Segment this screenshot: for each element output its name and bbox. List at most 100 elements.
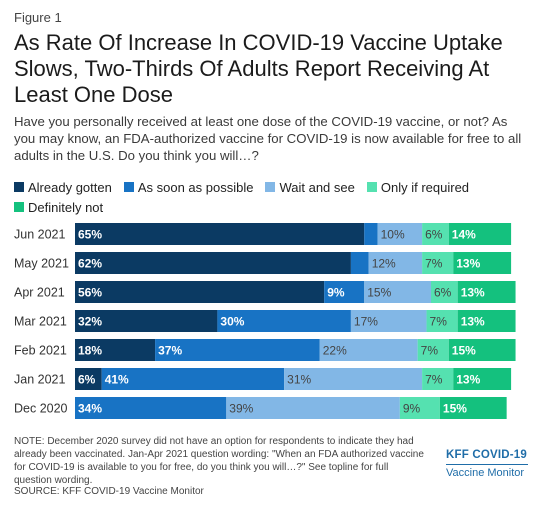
legend-label: Only if required [380,179,470,195]
data-label-definitely-not-apr-2021: 13% [461,286,485,300]
category-label-feb-2021: Feb 2021 [14,344,67,358]
category-label-may-2021: May 2021 [14,257,69,271]
legend-label: Definitely not [28,199,104,215]
legend-row-2: Definitely not [14,198,529,216]
data-label-only-if-required-feb-2021: 7% [421,344,439,358]
category-label-jan-2021: Jan 2021 [14,373,65,387]
logo-line-1: KFF COVID-19 [446,449,527,461]
bar-segment-wait-and-see-dec-2020 [226,397,400,419]
data-label-as-soon-as-possible-apr-2021: 9% [327,286,345,300]
bar-segment-definitely-not-jun-2021 [448,223,512,245]
logo-line-2: Vaccine Monitor [446,467,525,479]
bar-segment-definitely-not-jan-2021 [453,368,512,390]
legend-swatch [14,182,24,192]
category-label-apr-2021: Apr 2021 [14,286,65,300]
legend-swatch [366,182,377,192]
legend-label: Wait and see [279,179,355,195]
bar-segment-as-soon-as-possible-feb-2021 [155,339,320,361]
bar-segment-only-if-required-feb-2021 [417,339,449,361]
bar-segment-only-if-required-may-2021 [422,252,454,274]
category-label-mar-2021: Mar 2021 [14,315,67,329]
data-label-definitely-not-may-2021: 13% [456,257,480,271]
bar-segment-already-gotten-may-2021 [75,252,351,274]
bar-segment-wait-and-see-feb-2021 [319,339,418,361]
bar-segment-as-soon-as-possible-may-2021 [350,252,369,274]
data-label-only-if-required-mar-2021: 7% [430,315,448,329]
data-label-only-if-required-jan-2021: 7% [425,373,443,387]
kff-logo: KFF COVID-19 Vaccine Monitor [446,449,531,479]
data-label-as-soon-as-possible-dec-2020: 34% [78,402,102,416]
bar-segment-already-gotten-feb-2021 [75,339,156,361]
bar-segment-as-soon-as-possible-apr-2021 [324,281,365,303]
category-label-jun-2021: Jun 2021 [14,228,65,242]
data-label-already-gotten-jan-2021: 6% [78,373,96,387]
bar-segment-definitely-not-may-2021 [453,252,512,274]
bar-segment-only-if-required-mar-2021 [426,310,458,332]
legend-row-1: Already gotten As soon as possible Wait … [14,178,529,196]
legend: Already gotten As soon as possible Wait … [14,178,529,218]
bar-segment-wait-and-see-jan-2021 [284,368,423,390]
data-label-wait-and-see-mar-2021: 17% [354,315,378,329]
data-label-wait-and-see-feb-2021: 22% [323,344,347,358]
figure-label: Figure 1 [14,10,62,25]
data-label-wait-and-see-may-2021: 12% [372,257,396,271]
legend-label: As soon as possible [137,179,254,195]
bar-segment-already-gotten-jan-2021 [75,368,102,390]
bar-segment-only-if-required-jan-2021 [422,368,454,390]
data-label-already-gotten-jun-2021: 65% [78,228,102,242]
data-label-definitely-not-jun-2021: 14% [452,228,476,242]
data-label-wait-and-see-jun-2021: 10% [381,228,405,242]
data-label-already-gotten-may-2021: 62% [78,257,102,271]
data-label-only-if-required-may-2021: 7% [425,257,443,271]
data-label-only-if-required-apr-2021: 6% [434,286,452,300]
data-label-as-soon-as-possible-jan-2021: 41% [105,373,129,387]
bar-segment-definitely-not-mar-2021 [457,310,516,332]
category-label-dec-2020: Dec 2020 [14,402,68,416]
data-label-as-soon-as-possible-feb-2021: 37% [158,344,182,358]
stacked-bar-chart: Jun 2021 65% 10% 6% 14% May 2021 62% 12% 7% 13% Ap… [14,223,516,419]
legend-swatch [123,182,134,192]
bar-segment-definitely-not-feb-2021 [448,339,516,361]
bar-segment-already-gotten-apr-2021 [75,281,325,303]
bar-segment-only-if-required-apr-2021 [431,281,458,303]
legend-item-already-gotten: Already gotten [14,180,112,195]
bar-segment-as-soon-as-possible-mar-2021 [217,310,351,332]
data-label-definitely-not-dec-2020: 15% [443,402,467,416]
chart-title: As Rate Of Increase In COVID-19 Vaccine … [14,30,503,107]
footnote: NOTE: December 2020 survey did not have … [14,436,424,486]
data-label-only-if-required-jun-2021: 6% [425,228,443,242]
data-label-definitely-not-feb-2021: 15% [452,344,476,358]
logo-rule [446,464,528,465]
legend-label: Already gotten [28,179,112,195]
chart-subtitle: Have you personally received at least on… [14,114,522,163]
bar-segment-wait-and-see-mar-2021 [350,310,427,332]
data-label-definitely-not-mar-2021: 13% [461,315,485,329]
data-label-as-soon-as-possible-mar-2021: 30% [220,315,244,329]
legend-item-definitely-not: Definitely not [14,200,103,215]
bar-segment-as-soon-as-possible-jan-2021 [101,368,285,390]
bar-segment-definitely-not-apr-2021 [457,281,516,303]
data-label-definitely-not-jan-2021: 13% [456,373,480,387]
bar-segment-definitely-not-dec-2020 [439,397,507,419]
bar-segment-as-soon-as-possible-jun-2021 [364,223,378,245]
data-label-wait-and-see-jan-2021: 31% [287,373,311,387]
data-label-wait-and-see-dec-2020: 39% [229,402,253,416]
legend-item-as-soon-as-possible: As soon as possible [123,179,254,195]
bar-segment-wait-and-see-may-2021 [368,252,423,274]
data-label-only-if-required-dec-2020: 9% [403,402,421,416]
bar-segment-already-gotten-mar-2021 [75,310,218,332]
bar-segment-wait-and-see-jun-2021 [377,223,423,245]
data-label-wait-and-see-apr-2021: 15% [367,286,391,300]
legend-swatch [14,202,24,212]
bar-segment-only-if-required-jun-2021 [422,223,449,245]
data-label-already-gotten-apr-2021: 56% [78,286,102,300]
bar-segment-already-gotten-jun-2021 [75,223,365,245]
bar-segment-as-soon-as-possible-dec-2020 [75,397,227,419]
legend-swatch [265,182,276,192]
bar-segment-wait-and-see-apr-2021 [364,281,431,303]
data-label-already-gotten-feb-2021: 18% [78,344,102,358]
legend-item-wait-and-see: Wait and see [265,179,355,195]
source-note: SOURCE: KFF COVID-19 Vaccine Monitor [14,486,204,497]
data-label-already-gotten-mar-2021: 32% [78,315,102,329]
